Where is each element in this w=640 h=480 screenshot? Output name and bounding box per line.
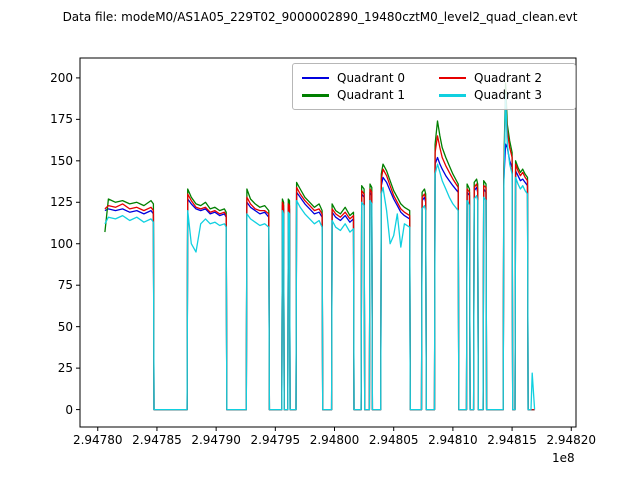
legend-label-quadrant-2: Quadrant 2 xyxy=(474,70,543,85)
axes-frame xyxy=(79,57,577,428)
legend: Quadrant 0 Quadrant 1 Quadrant 2 Quadran… xyxy=(292,63,576,110)
x-tick-label: 2.94815 xyxy=(487,433,537,447)
legend-label-quadrant-3: Quadrant 3 xyxy=(474,88,543,103)
x-tick-label: 2.94805 xyxy=(368,433,419,447)
y-tick-label: 150 xyxy=(50,153,73,168)
legend-entry-quadrant-1: Quadrant 1 xyxy=(302,88,429,104)
y-tick-label: 50 xyxy=(57,319,73,334)
quadrant-2-line-swatch-icon xyxy=(439,76,466,79)
quadrant-3-line-swatch-icon xyxy=(439,94,466,97)
y-tick-label: 0 xyxy=(65,402,73,417)
legend-label-quadrant-1: Quadrant 1 xyxy=(337,88,406,103)
y-tick-label: 75 xyxy=(57,278,73,293)
y-tick-label: 175 xyxy=(50,112,73,127)
x-tick-label: 2.94820 xyxy=(546,433,597,447)
legend-entry-quadrant-3: Quadrant 3 xyxy=(439,88,566,104)
y-tick-label: 200 xyxy=(50,70,73,85)
series-line-3 xyxy=(104,93,536,411)
y-tick-label: 125 xyxy=(50,195,73,210)
x-tick-label: 2.94800 xyxy=(309,433,360,447)
x-tick-label: 2.94780 xyxy=(72,433,123,447)
quadrant-0-line-swatch-icon xyxy=(302,76,329,79)
legend-label-quadrant-0: Quadrant 0 xyxy=(337,70,406,85)
x-tick-label: 2.94785 xyxy=(132,433,182,447)
legend-entry-quadrant-0: Quadrant 0 xyxy=(302,70,429,86)
x-tick-label: 2.94810 xyxy=(428,433,478,447)
x-axis-offset-label: 1e8 xyxy=(552,451,575,465)
chart-title: Data file: modeM0/AS1A05_229T02_90000028… xyxy=(62,10,578,24)
x-tick-label: 2.94790 xyxy=(191,433,241,447)
quadrant-1-line-swatch-icon xyxy=(302,94,329,97)
x-tick-label: 2.94795 xyxy=(250,433,301,447)
legend-entry-quadrant-2: Quadrant 2 xyxy=(439,70,566,86)
y-tick-label: 25 xyxy=(57,361,73,376)
y-tick-label: 100 xyxy=(50,236,73,251)
